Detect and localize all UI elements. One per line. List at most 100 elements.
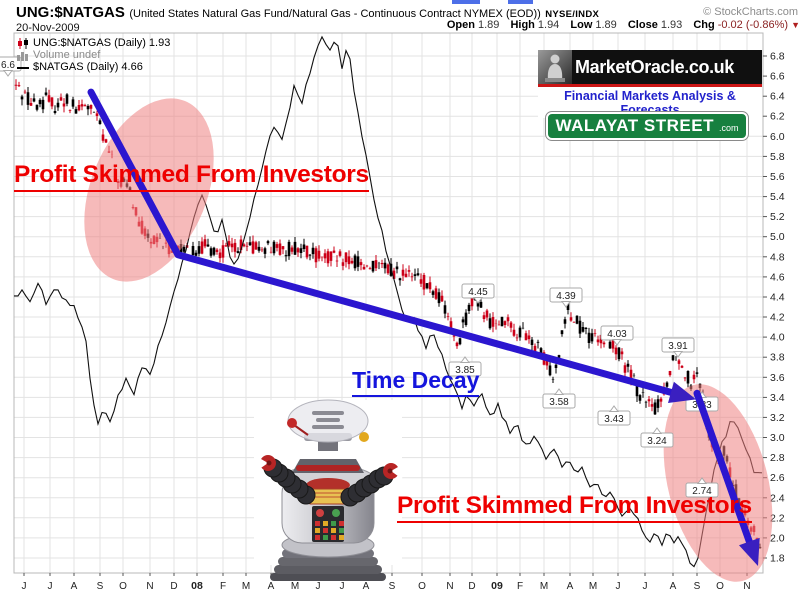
high-value: 1.94 [537, 19, 560, 31]
svg-text:A: A [567, 581, 574, 592]
svg-text:J: J [48, 581, 53, 592]
svg-text:N: N [446, 581, 453, 592]
natgas-line [14, 35, 763, 568]
svg-text:08: 08 [191, 580, 203, 592]
marketoracle-logo: MarketOracle.co.uk [538, 50, 762, 84]
svg-text:6.8: 6.8 [770, 51, 785, 63]
walayat-street-suffix: .com [718, 123, 739, 133]
line-icon [17, 66, 29, 69]
legend-row-ratio: UNG:$NATGAS (Daily) 1.93 [17, 37, 170, 49]
svg-text:F: F [517, 581, 523, 592]
svg-text:A: A [71, 581, 78, 592]
svg-text:2.0: 2.0 [770, 532, 785, 544]
oracle-statue-icon [538, 50, 572, 84]
marketoracle-title: MarketOracle.co.uk [575, 56, 734, 77]
svg-text:D: D [170, 581, 177, 592]
high-label: High [510, 19, 535, 31]
close-label: Close [627, 19, 658, 31]
svg-text:N: N [146, 581, 153, 592]
robot-illustration [246, 397, 410, 587]
svg-text:2.8: 2.8 [770, 452, 785, 464]
svg-text:2.4: 2.4 [770, 492, 785, 504]
svg-text:4.2: 4.2 [770, 312, 785, 324]
stockcharts-copyright: © StockCharts.com [703, 6, 798, 18]
lost-in-space-robot [254, 399, 405, 581]
svg-text:N: N [743, 581, 750, 592]
svg-text:O: O [716, 581, 724, 592]
svg-text:M: M [540, 581, 548, 592]
svg-text:09: 09 [491, 580, 503, 592]
svg-text:3.91: 3.91 [668, 341, 688, 352]
svg-text:3.4: 3.4 [770, 392, 785, 404]
svg-text:3.0: 3.0 [770, 432, 785, 444]
svg-text:2.6: 2.6 [770, 472, 785, 484]
svg-text:M: M [291, 581, 299, 592]
legend-volume-label: Volume undef [33, 49, 101, 61]
legend-ratio-label: UNG:$NATGAS (Daily) 1.93 [33, 37, 171, 49]
ohlc-quote-line: Open 1.89 High 1.94 Low 1.89 Close 1.93 Chg -… [439, 19, 800, 31]
trend-arrows [87, 88, 760, 567]
chart-date: 20-Nov-2009 [16, 22, 80, 34]
svg-text:3.8: 3.8 [770, 352, 785, 364]
svg-text:D: D [468, 581, 475, 592]
svg-text:4.03: 4.03 [607, 329, 627, 340]
chg-value: -0.02 (-0.86%) [717, 19, 789, 31]
down-triangle-icon: ▼ [791, 20, 800, 30]
legend-natgas-label: $NATGAS (Daily) 4.66 [33, 61, 143, 73]
svg-text:2.74: 2.74 [692, 486, 712, 497]
svg-text:5.8: 5.8 [770, 151, 785, 163]
svg-text:2.2: 2.2 [770, 512, 785, 524]
marketoracle-banner: MarketOracle.co.uk Financial Markets Ana… [538, 50, 762, 118]
svg-text:3.24: 3.24 [647, 436, 667, 447]
chart-title: UNG:$NATGAS (United States Natural Gas F… [16, 4, 599, 22]
svg-text:4.4: 4.4 [770, 292, 785, 304]
volume-bars-icon [17, 51, 28, 61]
annotation-profit-skimmed-bottom: Profit Skimmed From Investors [397, 492, 752, 523]
svg-text:3.43: 3.43 [604, 414, 624, 425]
selection-artifact [508, 0, 533, 4]
svg-text:J: J [616, 581, 621, 592]
axis-labels: 6.8 6.6 6.4 6.2 6.0 5.8 5.6 5.4 5.2 5.0 4.8 4.6 4.4 4… [22, 51, 785, 593]
svg-text:5.2: 5.2 [770, 211, 785, 223]
svg-text:5.4: 5.4 [770, 191, 785, 203]
ticker-symbol: UNG:$NATGAS [16, 4, 125, 21]
svg-text:O: O [418, 581, 426, 592]
low-label: Low [570, 19, 593, 31]
svg-text:5.0: 5.0 [770, 231, 785, 243]
annotation-profit-skimmed-top: Profit Skimmed From Investors [14, 161, 369, 192]
marketoracle-red-rule [538, 84, 762, 87]
walayat-street-sign: WALAYAT STREET .com [545, 111, 749, 141]
svg-text:3.2: 3.2 [770, 412, 785, 424]
legend-row-natgas: $NATGAS (Daily) 4.66 [17, 61, 143, 73]
svg-text:3.85: 3.85 [455, 365, 475, 376]
selection-artifact [452, 0, 480, 4]
svg-text:4.39: 4.39 [556, 291, 576, 302]
svg-text:A: A [670, 581, 677, 592]
svg-text:4.6: 4.6 [770, 271, 785, 283]
svg-text:S: S [389, 581, 396, 592]
svg-text:J: J [22, 581, 27, 592]
chg-label: Chg [693, 19, 715, 31]
svg-text:6.0: 6.0 [770, 131, 785, 143]
svg-text:A: A [268, 581, 275, 592]
svg-text:J: J [340, 581, 345, 592]
svg-text:M: M [242, 581, 250, 592]
annotation-time-decay: Time Decay [352, 367, 480, 397]
low-value: 1.89 [595, 19, 617, 31]
svg-text:M: M [589, 581, 597, 592]
svg-text:4.45: 4.45 [468, 287, 488, 298]
svg-text:1.8: 1.8 [770, 553, 785, 565]
walayat-street-name: WALAYAT STREET [555, 116, 714, 135]
svg-text:4.8: 4.8 [770, 251, 785, 263]
ticker-description: (United States Natural Gas Fund/Natural … [129, 8, 541, 20]
svg-text:3.6: 3.6 [770, 372, 785, 384]
svg-text:A: A [363, 581, 370, 592]
svg-text:6.6: 6.6 [1, 60, 15, 71]
svg-text:5.6: 5.6 [770, 171, 785, 183]
price-label-callouts: 6.64.45 4.394.033.913.853.583.433.833.242… [0, 56, 719, 498]
open-value: 1.89 [477, 19, 500, 31]
svg-text:6.6: 6.6 [770, 71, 785, 83]
open-label: Open [446, 19, 475, 31]
candlestick-icon [18, 37, 28, 49]
svg-text:J: J [643, 581, 648, 592]
